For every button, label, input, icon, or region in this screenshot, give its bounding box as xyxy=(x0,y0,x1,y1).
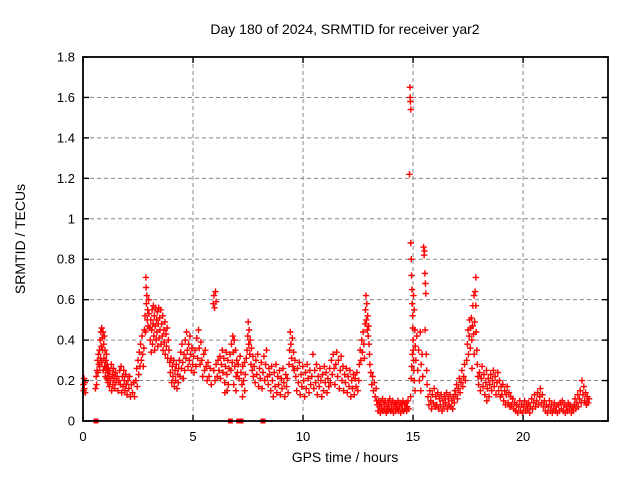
x-tick-label: 10 xyxy=(296,429,310,444)
y-tick-label: 0.4 xyxy=(57,333,75,348)
y-tick-label: 0 xyxy=(68,414,75,429)
x-tick-label: 0 xyxy=(79,429,86,444)
tick-labels: 0 5 10 15 20 0 0.2 0.4 0.6 0.8 1 1.2 1.4 1.6 1.8 xyxy=(57,50,530,445)
y-tick-label: 1.4 xyxy=(57,130,75,145)
tick-marks xyxy=(82,56,608,422)
chart-title: Day 180 of 2024, SRMTID for receiver yar… xyxy=(210,21,479,37)
x-axis-label: GPS time / hours xyxy=(292,449,399,465)
y-tick-label: 1 xyxy=(68,211,75,226)
y-tick-label: 0.2 xyxy=(57,373,75,388)
x-tick-label: 15 xyxy=(406,429,420,444)
x-tick-label: 5 xyxy=(189,429,196,444)
y-tick-label: 0.8 xyxy=(57,252,75,267)
y-tick-label: 1.6 xyxy=(57,90,75,105)
x-tick-label: 20 xyxy=(516,429,530,444)
y-tick-label: 1.8 xyxy=(57,50,75,65)
y-tick-label: 1.2 xyxy=(57,171,75,186)
y-axis-label: SRMTID / TECUs xyxy=(12,184,28,294)
grid-lines xyxy=(83,57,608,421)
plot-frame xyxy=(82,56,609,422)
y-tick-label: 0.6 xyxy=(57,292,75,307)
